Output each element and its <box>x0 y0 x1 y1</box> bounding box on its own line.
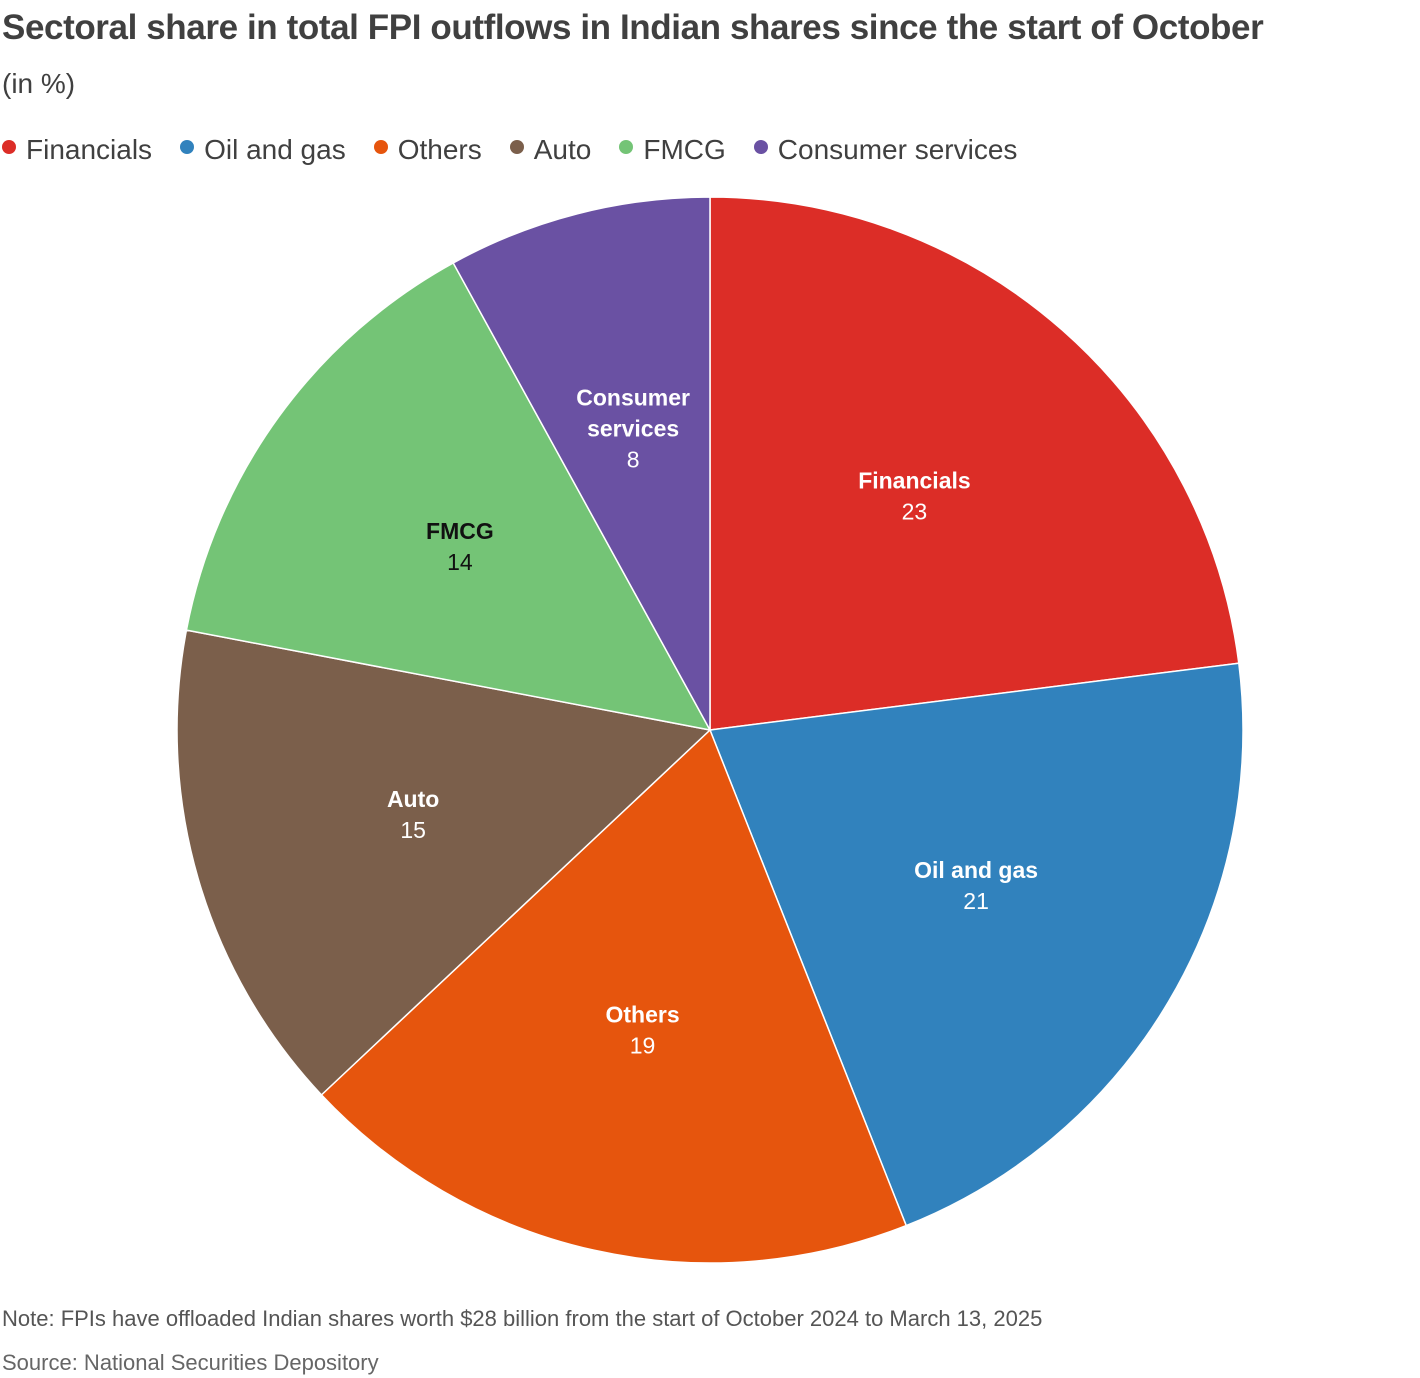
slice-value-consumer-services: 8 <box>627 447 640 473</box>
legend-swatch-oil-and-gas <box>180 140 195 154</box>
slice-value-oil-and-gas: 21 <box>963 888 989 914</box>
pie-slice-others <box>320 728 908 1264</box>
legend-label-fmcg: FMCG <box>643 134 726 165</box>
legend-label-auto: Auto <box>533 134 592 165</box>
slice-label-others: Others <box>605 1001 679 1027</box>
legend-swatch-consumer-services <box>753 140 768 154</box>
slice-value-fmcg: 14 <box>447 549 473 575</box>
legend-label-financials: Financials <box>26 134 153 165</box>
pie-chart: Financials 23 Oil and gas 21 Others 19 Auto 15 F… <box>176 196 1244 1264</box>
chart-note: Note: FPIs have offloaded Indian shares … <box>2 1306 1043 1331</box>
pie-slice-financials <box>709 196 1240 731</box>
legend-swatch-financials <box>2 140 16 154</box>
legend-label-others: Others <box>397 134 482 165</box>
legend-item-consumer-services: Consumer services <box>753 134 1018 166</box>
slice-label-oil-and-gas: Oil and gas <box>914 857 1038 883</box>
chart-title: Sectoral share in total FPI outflows in … <box>2 8 1264 47</box>
slice-value-financials: 23 <box>902 499 928 525</box>
slice-label-auto: Auto <box>387 786 439 812</box>
legend: Financials Oil and gas Others Auto FMCG … <box>2 134 1045 166</box>
legend-item-fmcg: FMCG <box>619 134 726 166</box>
slice-label-fmcg: FMCG <box>426 518 494 544</box>
legend-swatch-auto <box>509 140 524 154</box>
chart-source: Source: National Securities Depository <box>2 1350 379 1375</box>
pie-slice-consumer-services <box>452 196 711 731</box>
legend-swatch-others <box>373 140 388 154</box>
slice-label-consumer-services-1: Consumer <box>576 385 690 411</box>
legend-item-oil-and-gas: Oil and gas <box>180 134 346 166</box>
pie-slice-auto <box>176 629 712 1096</box>
legend-swatch-fmcg <box>619 140 634 154</box>
slice-value-others: 19 <box>630 1032 656 1058</box>
slice-label-financials: Financials <box>858 468 970 494</box>
legend-item-financials: Financials <box>2 134 152 166</box>
slice-value-auto: 15 <box>400 817 426 843</box>
legend-item-others: Others <box>373 134 482 166</box>
chart-subtitle: (in %) <box>2 68 76 99</box>
pie-slice-oil-and-gas <box>708 662 1244 1227</box>
legend-label-consumer-services: Consumer services <box>777 134 1018 165</box>
slice-label-consumer-services-2: services <box>587 416 679 442</box>
legend-label-oil-and-gas: Oil and gas <box>204 134 346 165</box>
legend-item-auto: Auto <box>509 134 592 166</box>
pie-slice-fmcg <box>185 261 712 732</box>
